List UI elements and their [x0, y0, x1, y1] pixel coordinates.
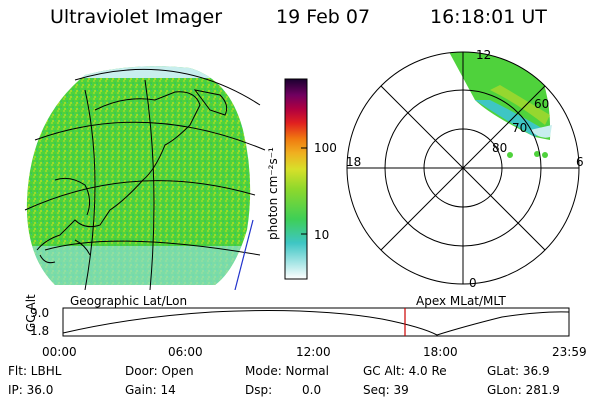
gc-alt-param: GC Alt: 4.0 Re [363, 364, 447, 378]
mode-param: Mode: Normal [245, 364, 329, 378]
dsp-param-label: Dsp: [245, 383, 273, 397]
colorbar-unit-label: photon cm⁻²s⁻¹ [266, 147, 280, 240]
time-tick-0600: 06:00 [168, 345, 203, 359]
colorbar-tick-10: 10 [314, 228, 330, 242]
time-tick-0000: 00:00 [42, 345, 77, 359]
glon-param: GLon: 281.9 [487, 383, 560, 397]
seq-param: Seq: 39 [363, 383, 409, 397]
glat-param: GLat: 36.9 [487, 364, 550, 378]
dsp-param-value: 0.0 [302, 383, 322, 397]
time-tick-2359: 23:59 [552, 345, 587, 359]
instrument-title: Ultraviolet Imager [50, 6, 223, 28]
altitude-ytick-max: 9.0 [30, 306, 50, 320]
date-label: 19 Feb 07 [276, 6, 371, 28]
color-scale-bar [284, 78, 308, 280]
colorbar-tick-100: 100 [314, 141, 337, 155]
altitude-ytick-min: 1.8 [30, 324, 50, 338]
ip-param: IP: 36.0 [8, 383, 54, 397]
time-tick-1800: 18:00 [423, 345, 458, 359]
gain-param: Gain: 14 [125, 383, 176, 397]
polar-plot [346, 51, 580, 285]
geographic-image [24, 66, 266, 290]
filter-param: Flt: LBHL [8, 364, 62, 378]
mlat-label-70: 70 [512, 121, 528, 135]
altitude-plot [62, 307, 570, 337]
mlat-label-80: 80 [492, 141, 508, 155]
mlt-label-18: 18 [346, 155, 362, 169]
mlt-label-6: 6 [576, 155, 584, 169]
mlt-label-0: 0 [469, 276, 477, 290]
mlat-label-60: 60 [534, 97, 550, 111]
mlt-label-12: 12 [476, 48, 492, 62]
apex-panel-label: Apex MLat/MLT [416, 294, 506, 308]
time-tick-1200: 12:00 [296, 345, 331, 359]
time-label: 16:18:01 UT [430, 6, 547, 28]
geographic-panel-label: Geographic Lat/Lon [70, 294, 188, 308]
door-param: Door: Open [125, 364, 194, 378]
